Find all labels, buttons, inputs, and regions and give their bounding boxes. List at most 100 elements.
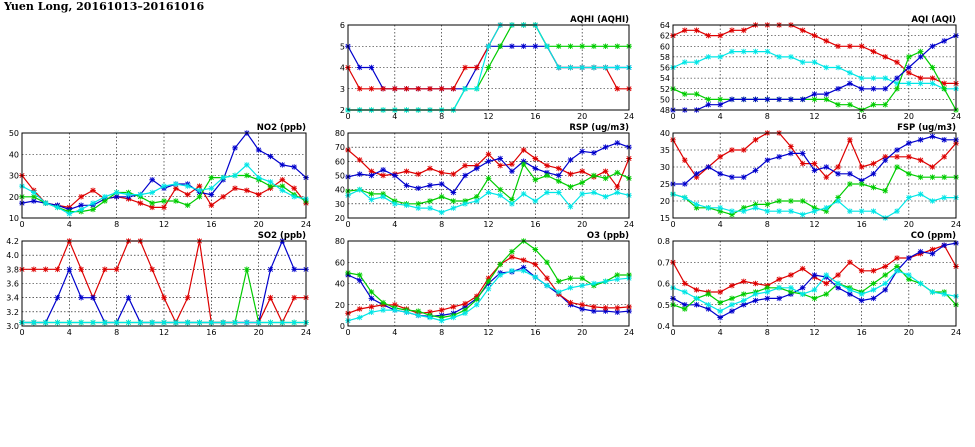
data-point xyxy=(811,295,818,302)
x-tick-label: 8 xyxy=(439,220,444,229)
data-point xyxy=(149,266,155,273)
data-point xyxy=(31,193,37,200)
data-point xyxy=(380,299,386,306)
data-point xyxy=(870,101,877,108)
data-point xyxy=(255,319,262,326)
x-tick-label: 16 xyxy=(530,220,540,229)
data-point xyxy=(740,147,747,153)
data-point xyxy=(764,289,771,295)
data-point xyxy=(906,140,912,146)
data-point xyxy=(244,266,250,273)
data-point xyxy=(591,150,597,156)
data-point xyxy=(427,182,433,189)
data-point xyxy=(894,164,900,170)
data-point xyxy=(438,307,445,313)
y-tick-label: 30 xyxy=(660,163,670,172)
data-point xyxy=(776,54,782,60)
data-point xyxy=(520,147,527,153)
data-point xyxy=(102,319,108,326)
data-point xyxy=(882,287,889,293)
data-point xyxy=(870,295,877,302)
data-point xyxy=(941,137,948,143)
data-point xyxy=(544,43,550,50)
x-tick-label: 4 xyxy=(718,220,723,229)
data-point xyxy=(462,64,468,71)
y-tick-label: 15 xyxy=(660,214,670,223)
data-point xyxy=(78,319,84,326)
data-point xyxy=(705,205,712,211)
chart-panel: 0 4 8 12 16 20 24 0.4 0.5 0.6 0.7 0.8 CO (ppm) xyxy=(657,231,961,337)
data-point xyxy=(847,70,853,76)
data-point xyxy=(555,43,562,50)
data-point xyxy=(729,208,735,214)
data-point xyxy=(929,289,936,295)
chart-title: FSP (ug/m3) xyxy=(897,123,956,133)
x-tick-label: 20 xyxy=(904,220,914,229)
data-point xyxy=(740,291,747,297)
data-point xyxy=(823,205,830,211)
data-point xyxy=(764,208,771,214)
data-point xyxy=(161,198,167,204)
data-point xyxy=(847,171,853,177)
data-point xyxy=(31,319,37,326)
data-point xyxy=(380,172,386,179)
chart-title: O3 (ppb) xyxy=(587,231,629,241)
data-point xyxy=(579,275,585,281)
data-point xyxy=(520,264,527,271)
y-tick-label: 4 xyxy=(340,64,345,73)
data-point xyxy=(614,64,621,71)
data-point xyxy=(196,187,203,194)
data-point xyxy=(497,162,504,169)
data-point xyxy=(602,64,609,71)
data-point xyxy=(555,165,562,172)
data-point xyxy=(567,157,574,163)
data-point xyxy=(705,291,712,297)
data-point xyxy=(485,64,492,71)
data-point xyxy=(78,202,84,209)
data-point xyxy=(520,158,527,165)
data-point xyxy=(532,261,539,268)
x-tick-label: 12 xyxy=(483,112,493,121)
data-point xyxy=(717,208,723,214)
data-point xyxy=(811,272,818,278)
data-point xyxy=(752,205,759,211)
y-tick-label: 35 xyxy=(660,146,670,155)
data-point xyxy=(473,301,480,308)
data-point xyxy=(788,198,794,204)
data-point xyxy=(184,319,191,326)
plot-frame xyxy=(347,240,630,327)
data-point xyxy=(208,174,215,181)
x-tick-label: 12 xyxy=(809,328,819,337)
x-tick-label: 12 xyxy=(483,220,493,229)
data-point xyxy=(823,91,830,97)
data-point xyxy=(858,75,865,81)
data-point xyxy=(882,263,889,270)
data-point xyxy=(823,174,830,180)
y-tick-label: 3 xyxy=(340,85,345,94)
data-point xyxy=(196,193,203,200)
y-tick-label: 40 xyxy=(9,150,19,159)
x-tick-label: 16 xyxy=(857,328,867,337)
data-point xyxy=(882,157,889,163)
data-point xyxy=(929,64,936,71)
x-tick-label: 0 xyxy=(670,328,675,337)
data-point xyxy=(267,266,274,273)
data-point xyxy=(208,185,215,192)
data-point xyxy=(917,75,924,81)
x-tick-label: 24 xyxy=(624,328,634,337)
data-point xyxy=(693,59,700,65)
data-point xyxy=(941,291,948,297)
data-point xyxy=(894,80,900,87)
data-point xyxy=(823,164,830,170)
data-point xyxy=(894,147,900,153)
data-point xyxy=(788,284,794,291)
y-tick-label: 62 xyxy=(660,32,670,41)
chart-panel: 0 4 8 12 16 20 24 3.0 3.2 3.4 3.6 3.8 4.0 4.2 SO2 (ppb… xyxy=(6,231,311,337)
data-point xyxy=(291,294,297,301)
data-point xyxy=(497,155,504,162)
x-tick-label: 12 xyxy=(483,328,493,337)
data-point xyxy=(847,80,853,87)
data-point xyxy=(462,172,468,179)
data-point xyxy=(917,48,924,55)
data-point xyxy=(267,179,274,185)
